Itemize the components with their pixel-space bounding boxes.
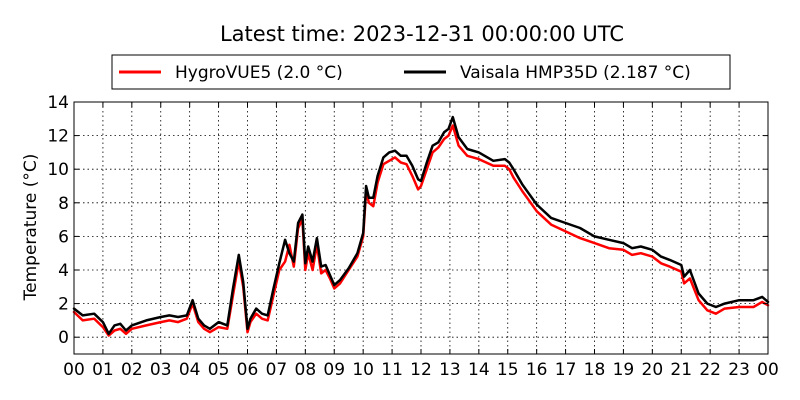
- x-tick-label: 22: [699, 360, 721, 380]
- x-tick-label: 14: [468, 360, 490, 380]
- legend-label-hygrovue: HygroVUE5 (2.0 °C): [175, 63, 343, 83]
- y-tick-label: 6: [58, 227, 69, 247]
- x-tick-label: 15: [497, 360, 519, 380]
- x-tick-label: 08: [295, 360, 317, 380]
- y-tick-label: 12: [47, 127, 69, 147]
- x-tick-label: 00: [63, 360, 85, 380]
- y-axis-label: Temperature (°C): [21, 154, 41, 302]
- x-tick-label: 18: [584, 360, 606, 380]
- x-tick-label: 03: [150, 360, 172, 380]
- x-tick-label: 19: [613, 360, 635, 380]
- x-tick-label: 06: [237, 360, 259, 380]
- y-tick-label: 0: [58, 328, 69, 348]
- legend-label-vaisala: Vaisala HMP35D (2.187 °C): [460, 63, 691, 83]
- x-tick-label: 21: [670, 360, 692, 380]
- x-tick-label: 17: [555, 360, 577, 380]
- y-tick-label: 10: [47, 160, 69, 180]
- y-tick-label: 8: [58, 194, 69, 214]
- grid: [74, 102, 768, 354]
- chart-title: Latest time: 2023-12-31 00:00:00 UTC: [220, 22, 624, 46]
- x-tick-label: 05: [208, 360, 230, 380]
- ticks: 00 01 02 03 04 05 06 07 08 09 10 11 12 13 14 15 16 17 18 19…: [47, 93, 778, 380]
- x-tick-label: 10: [352, 360, 374, 380]
- x-tick-label: 12: [410, 360, 432, 380]
- x-tick-label: 04: [179, 360, 201, 380]
- y-tick-label: 2: [58, 295, 69, 315]
- x-tick-label: 01: [92, 360, 114, 380]
- x-tick-label: 11: [381, 360, 403, 380]
- x-tick-label: 07: [266, 360, 288, 380]
- x-tick-label: 00: [757, 360, 779, 380]
- x-tick-label: 16: [526, 360, 548, 380]
- y-tick-label: 4: [58, 261, 69, 281]
- series-line-vaisala: [72, 115, 770, 336]
- series-layer: [72, 115, 770, 337]
- x-tick-label: 02: [121, 360, 143, 380]
- x-tick-label: 23: [728, 360, 750, 380]
- x-tick-label: 09: [323, 360, 345, 380]
- legend: HygroVUE5 (2.0 °C) Vaisala HMP35D (2.187…: [111, 54, 731, 90]
- y-tick-label: 14: [47, 93, 69, 113]
- x-tick-label: 13: [439, 360, 461, 380]
- x-tick-label: 20: [642, 360, 664, 380]
